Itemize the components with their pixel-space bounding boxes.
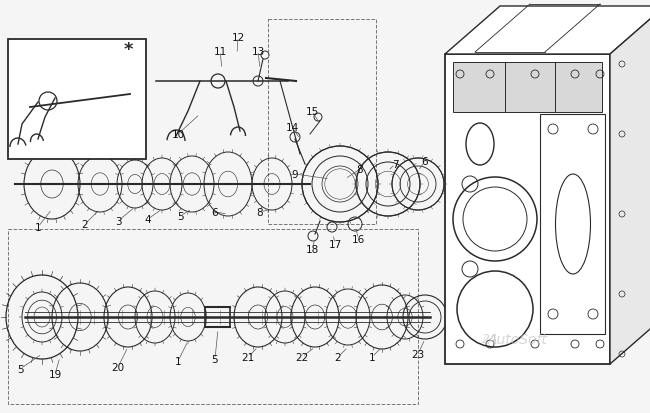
Text: 14: 14 [285, 123, 298, 133]
Text: 2: 2 [82, 219, 88, 230]
Text: 16: 16 [352, 235, 365, 244]
Text: 1: 1 [369, 352, 375, 362]
Text: 20: 20 [111, 362, 125, 372]
Text: 24: 24 [482, 333, 498, 346]
Text: 11: 11 [213, 47, 227, 57]
Text: 6: 6 [212, 207, 218, 218]
Text: 7: 7 [392, 159, 398, 170]
Polygon shape [610, 7, 650, 364]
Bar [8, 40, 146, 159]
Text: 17: 17 [328, 240, 342, 249]
Text: 9: 9 [292, 170, 298, 180]
Bar [445, 55, 610, 364]
Text: 5: 5 [212, 354, 218, 364]
Text: 2: 2 [335, 352, 341, 362]
Text: 23: 23 [411, 349, 424, 359]
Text: 3: 3 [114, 216, 122, 226]
Bar [8, 230, 418, 404]
Text: *: * [124, 41, 133, 59]
Polygon shape [445, 7, 650, 55]
Text: 6: 6 [422, 157, 428, 166]
Bar [268, 20, 376, 224]
Text: 5: 5 [177, 211, 183, 221]
Text: 12: 12 [231, 33, 244, 43]
Text: 19: 19 [48, 369, 62, 379]
Text: AutoSoft: AutoSoft [488, 332, 548, 346]
Text: 5: 5 [17, 364, 23, 374]
Text: 22: 22 [295, 352, 309, 362]
Text: 8: 8 [257, 207, 263, 218]
Text: 1: 1 [175, 356, 181, 366]
Bar [453, 63, 602, 113]
Text: 18: 18 [306, 244, 318, 254]
Text: 15: 15 [306, 107, 318, 117]
Bar [540, 115, 605, 334]
Text: 8: 8 [357, 165, 363, 175]
Text: 13: 13 [252, 47, 265, 57]
Text: 1: 1 [34, 223, 42, 233]
Text: 21: 21 [241, 352, 255, 362]
Text: 10: 10 [172, 130, 185, 140]
Text: 4: 4 [145, 214, 151, 224]
